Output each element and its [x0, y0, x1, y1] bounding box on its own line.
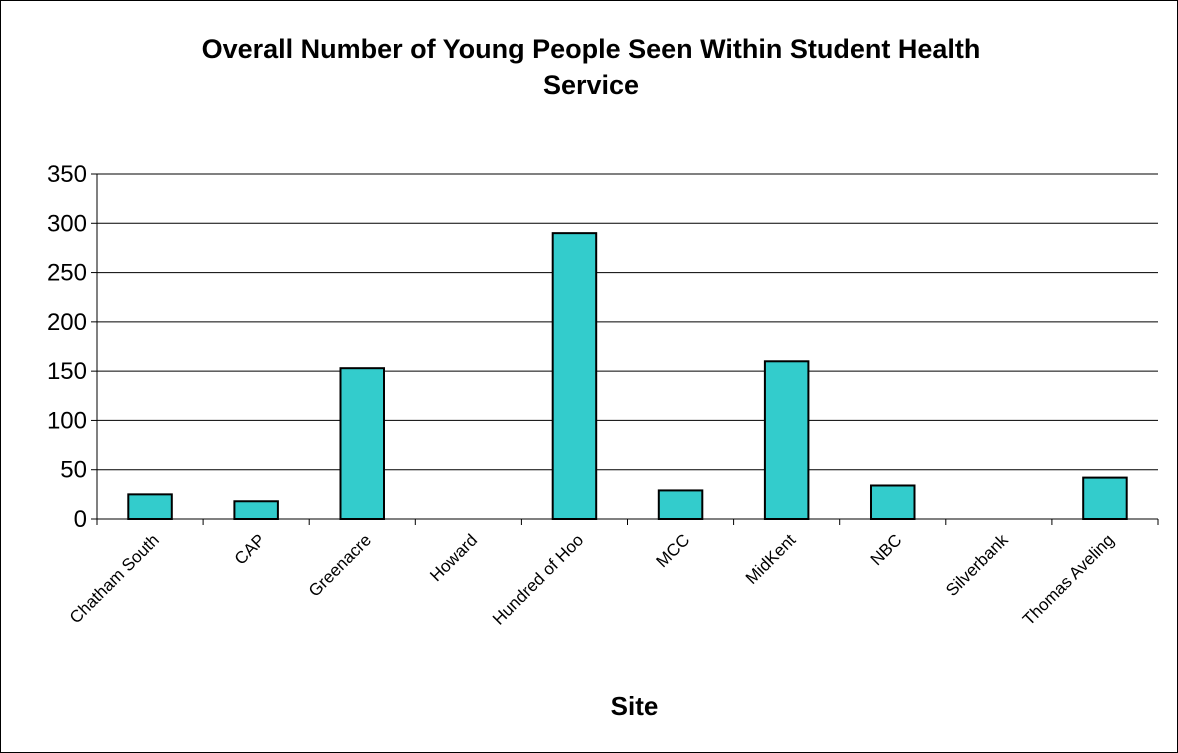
y-tick-label: 250: [47, 260, 87, 287]
x-tick-label: Howard: [426, 530, 481, 585]
y-tick-label: 300: [47, 210, 87, 237]
chart-title: Overall Number of Young People Seen With…: [61, 31, 1121, 103]
x-tick-label: NBC: [867, 530, 906, 569]
bar: [551, 232, 598, 520]
bar: [233, 500, 279, 520]
x-tick-label: Greenacre: [305, 530, 375, 600]
x-tick-label: MCC: [653, 530, 694, 571]
gridlines: [97, 173, 1158, 471]
axes: [91, 173, 1159, 525]
y-tick-label: 350: [47, 161, 87, 188]
y-tick-label: 50: [60, 457, 87, 484]
y-tick-label: 100: [47, 407, 87, 434]
x-tick-label: Thomas Aveling: [1019, 530, 1118, 629]
bars: [127, 232, 1128, 521]
bar: [657, 489, 704, 520]
bar: [339, 367, 386, 520]
y-tick-label: 200: [47, 309, 87, 336]
x-tick-labels: Chatham South CAP Greenacre Howard Hundred o…: [66, 530, 1118, 629]
bar: [1082, 476, 1128, 521]
x-tick-label: MidKent: [742, 530, 800, 588]
x-axis-title: Site: [611, 691, 659, 721]
y-tick-label: 0: [74, 506, 87, 533]
chart-title-line-1: Overall Number of Young People Seen With…: [201, 34, 981, 64]
x-tick-label: Chatham South: [66, 530, 163, 627]
bar: [127, 493, 173, 521]
bar: [763, 360, 810, 520]
x-tick-label: Hundred of Hoo: [489, 530, 587, 628]
chart-title-line-2: Service: [542, 70, 640, 100]
y-tick-label: 150: [47, 358, 87, 385]
y-tick-labels: 0 50 100 150 200 250 300 350: [47, 161, 87, 533]
x-tick-label: CAP: [231, 530, 269, 568]
x-tick-label: Silverbank: [942, 530, 1012, 600]
bar: [869, 484, 916, 521]
